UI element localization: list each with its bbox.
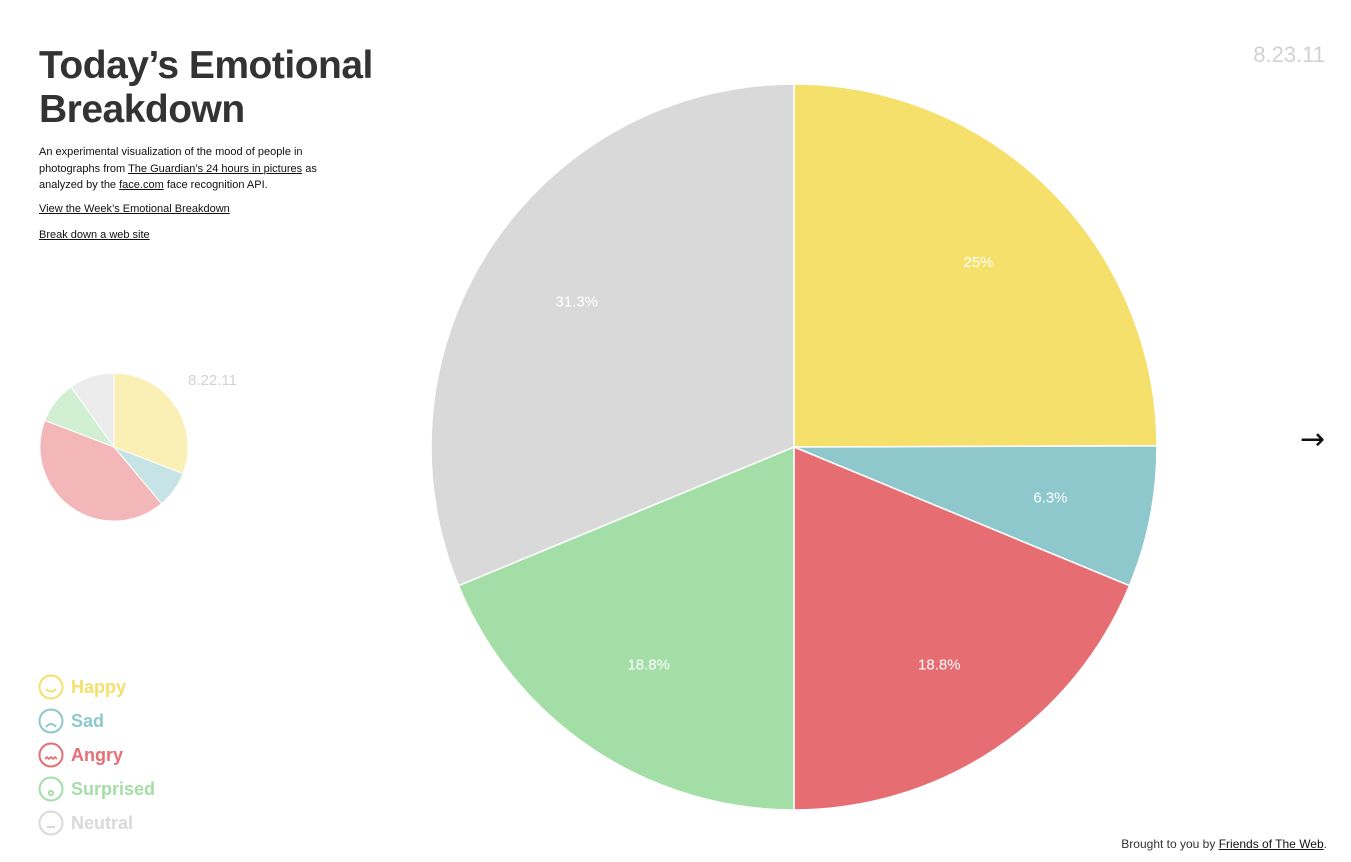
break-down-site-link[interactable]: Break down a web site (39, 229, 150, 241)
main-pie-label-neutral: 31.3% (555, 294, 598, 311)
main-pie-slice-surprised (457, 445, 795, 811)
main-pie-slice-angry (793, 445, 1131, 811)
emotion-legend: Happy Sad Angry Surprised Neutral (38, 670, 155, 840)
mini-pie-slice-angry (39, 419, 163, 522)
previous-day-date[interactable]: 8.22.11 (188, 372, 237, 389)
angry-face-icon (38, 742, 64, 768)
footer-credit: Brought to you by Friends of The Web. (1121, 837, 1327, 851)
footer-end: . (1323, 837, 1327, 851)
main-pie-label-happy: 25% (964, 254, 994, 271)
mini-pie-slice-neutral (70, 372, 115, 449)
main-pie-slice-sad (793, 445, 1158, 587)
legend-item-happy[interactable]: Happy (38, 670, 155, 704)
legend-item-neutral[interactable]: Neutral (38, 806, 155, 840)
smile-face-icon (38, 674, 64, 700)
week-breakdown-link[interactable]: View the Week’s Emotional Breakdown (39, 203, 230, 215)
legend-item-angry[interactable]: Angry (38, 738, 155, 772)
intro-text-3: face recognition API. (163, 179, 268, 191)
page-title: Today’s Emotional Breakdown (39, 44, 419, 132)
next-arrow-icon[interactable]: → (1300, 422, 1326, 457)
footer-text: Brought to you by (1121, 837, 1219, 851)
legend-label-neutral: Neutral (71, 812, 134, 833)
mini-pie-slice-happy (113, 372, 189, 475)
main-pie-slice-happy (793, 83, 1158, 448)
main-pie-label-angry: 18.8% (918, 656, 961, 673)
intro-text-2: as analyzed by the (39, 162, 317, 192)
facecom-link[interactable]: face.com (119, 179, 164, 191)
surprised-face-icon (38, 776, 64, 802)
intro-description: An experimental visualization of the moo… (39, 144, 329, 194)
legend-label-happy: Happy (71, 676, 127, 697)
title-line-2: Breakdown (39, 88, 245, 131)
guardian-link[interactable]: The Guardian’s 24 hours in pictures (128, 162, 303, 175)
current-date: 8.23.11 (1253, 42, 1325, 67)
main-pie-label-sad: 6.3% (1033, 489, 1067, 506)
intro-text-1: An experimental visualization of the moo… (39, 146, 303, 175)
friends-of-the-web-link[interactable]: Friends of The Web (1218, 837, 1324, 851)
week-link-row: View the Week’s Emotional Breakdown (39, 203, 230, 215)
main-pie-slice-neutral (430, 83, 795, 587)
site-link-row: Break down a web site (39, 229, 150, 241)
main-pie-label-surprised: 18.8% (627, 656, 670, 673)
sad-face-icon (38, 708, 64, 734)
title-line-1: Today’s Emotional (39, 44, 373, 87)
legend-item-sad[interactable]: Sad (38, 704, 155, 738)
legend-label-sad: Sad (71, 710, 105, 731)
legend-label-angry: Angry (71, 744, 124, 765)
legend-item-surprised[interactable]: Surprised (38, 772, 155, 806)
neutral-face-icon (38, 810, 64, 836)
legend-label-surprised: Surprised (71, 778, 156, 799)
